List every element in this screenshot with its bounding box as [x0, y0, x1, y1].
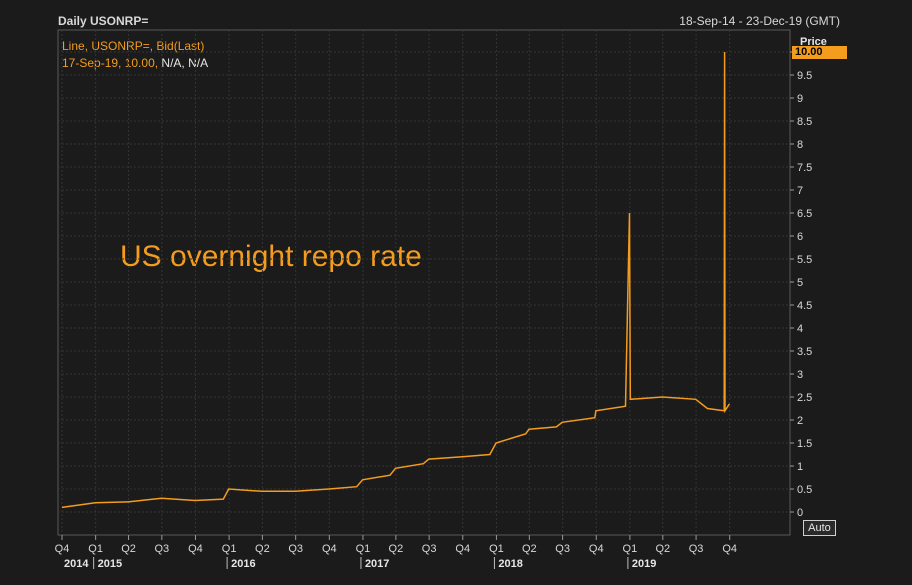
y-tick-label: 8.5	[797, 116, 812, 128]
x-quarter-label: Q1	[222, 543, 237, 555]
x-year-label: 2015	[98, 558, 122, 570]
y-tick-label: 3.5	[797, 346, 812, 358]
y-tick-label: 2	[797, 415, 803, 427]
x-quarter-label: Q2	[389, 543, 404, 555]
y-tick-label: 1.5	[797, 438, 812, 450]
x-year-label: 2017	[365, 558, 389, 570]
x-quarter-label: Q1	[623, 543, 638, 555]
chart-annotation: US overnight repo rate	[120, 240, 422, 273]
y-tick-label: 7.5	[797, 162, 812, 174]
y-tick-label: 8	[797, 139, 803, 151]
x-quarter-label: Q2	[522, 543, 537, 555]
y-tick-label: 4.5	[797, 300, 812, 312]
x-quarter-label: Q1	[356, 543, 371, 555]
x-quarter-label: Q2	[121, 543, 136, 555]
x-quarter-label: Q4	[589, 543, 604, 555]
y-tick-label: 6.5	[797, 208, 812, 220]
last-value-badge: 10.00	[792, 46, 847, 59]
x-year-label: 2014	[64, 558, 89, 570]
x-quarter-label: Q3	[288, 543, 303, 555]
x-quarter-label: Q4	[322, 543, 337, 555]
legend-last-extra: N/A, N/A	[161, 56, 209, 70]
x-quarter-label: Q4	[455, 543, 470, 555]
grid	[58, 30, 790, 535]
x-quarter-label: Q1	[88, 543, 103, 555]
y-tick-label: 1	[797, 461, 803, 473]
series-line-usonrp	[61, 51, 731, 509]
y-tick-label: 5	[797, 277, 803, 289]
x-quarter-label: Q4	[722, 543, 737, 555]
legend-series: Line, USONRP=, Bid(Last)	[62, 39, 205, 53]
y-axis: 0 0.5 1 1.5 2 2.5 3 3.5 4 4.5 5 5.5 6 6.5 7 7.5 8 8.5 9 9.5…	[790, 47, 812, 519]
price-axis-label: Price	[800, 36, 827, 48]
x-quarter-label: Q4	[188, 543, 203, 555]
y-tick-label: 9.5	[797, 70, 812, 82]
x-quarter-label: Q3	[154, 543, 169, 555]
x-quarter-label: Q3	[555, 543, 570, 555]
y-tick-label: 9	[797, 93, 803, 105]
y-tick-label: 6	[797, 231, 803, 243]
x-quarter-label: Q2	[655, 543, 670, 555]
y-tick-label: 4	[797, 323, 803, 335]
x-quarter-label: Q1	[489, 543, 504, 555]
auto-scale-button[interactable]: Auto	[803, 520, 836, 536]
y-tick-label: 2.5	[797, 392, 812, 404]
x-axis: Q4 Q1 Q2 Q3 Q4 Q1 Q2 Q3 Q4 Q1 Q2 Q3 Q4 Q1 Q2 Q3 Q4 Q1 Q2 Q3…	[55, 535, 737, 570]
y-tick-label: 7	[797, 185, 803, 197]
legend-last-date-value: 17-Sep-19, 10.00,	[62, 56, 159, 70]
date-range: 18-Sep-14 - 23-Dec-19 (GMT)	[679, 14, 840, 28]
legend-last-value: 17-Sep-19, 10.00, N/A, N/A	[62, 56, 208, 70]
x-quarter-label: Q2	[255, 543, 270, 555]
x-quarter-label: Q4	[55, 543, 70, 555]
x-quarter-label: Q3	[689, 543, 704, 555]
y-tick-label: 5.5	[797, 254, 812, 266]
chart-title: Daily USONRP=	[58, 14, 149, 28]
y-tick-label: 0	[797, 507, 803, 519]
x-year-label: 2016	[231, 558, 255, 570]
y-tick-label: 3	[797, 369, 803, 381]
x-year-label: 2018	[498, 558, 522, 570]
y-tick-label: 0.5	[797, 484, 812, 496]
x-quarter-label: Q3	[422, 543, 437, 555]
x-year-label: 2019	[632, 558, 656, 570]
